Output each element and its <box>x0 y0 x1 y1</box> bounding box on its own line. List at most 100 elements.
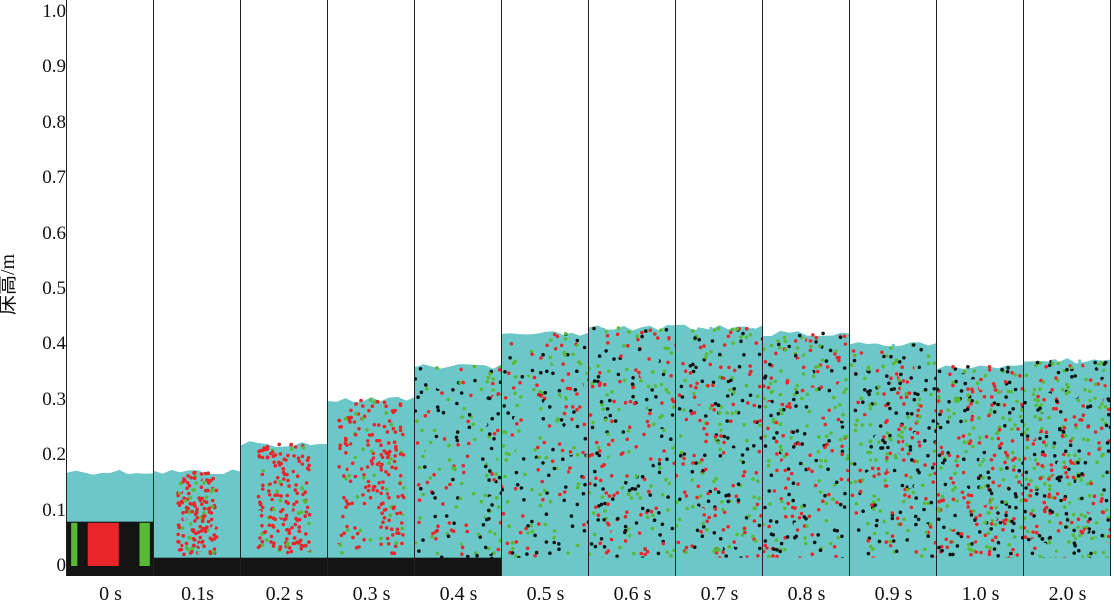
red-particle <box>1010 439 1015 443</box>
green-particle <box>1101 452 1105 457</box>
green-particle <box>1088 398 1092 403</box>
red-particle <box>396 495 400 499</box>
cyan-particle <box>695 505 699 510</box>
cyan-particle <box>789 494 794 499</box>
cyan-particle <box>1042 552 1047 557</box>
cyan-particle <box>306 547 311 552</box>
red-particle <box>295 474 300 479</box>
cyan-particle <box>956 509 961 514</box>
cyan-particle <box>939 402 943 406</box>
red-particle <box>987 368 992 372</box>
cyan-particle <box>847 466 849 470</box>
cyan-particle <box>948 388 952 393</box>
green-particle <box>186 547 190 552</box>
black-particle <box>502 487 505 492</box>
red-particle <box>444 486 448 490</box>
cyan-particle <box>786 361 791 366</box>
cyan-particle <box>863 540 867 544</box>
red-particle <box>202 499 207 504</box>
green-particle <box>446 397 451 402</box>
green-particle <box>1076 398 1081 403</box>
red-particle <box>339 425 344 429</box>
red-particle <box>990 403 994 407</box>
red-particle <box>1039 429 1043 434</box>
cyan-particle <box>893 376 898 380</box>
black-particle <box>902 356 906 360</box>
cyan-particle <box>636 422 641 427</box>
green-particle <box>488 529 492 534</box>
green-particle <box>510 541 515 545</box>
green-particle <box>866 450 870 455</box>
cyan-particle <box>671 498 675 502</box>
green-particle <box>779 369 783 373</box>
snapshot-panel <box>1024 0 1111 576</box>
cyan-particle <box>1096 391 1101 396</box>
cyan-particle <box>947 549 951 554</box>
red-particle <box>692 453 696 458</box>
green-particle <box>718 447 722 452</box>
y-tick-label: 0.1 <box>42 499 66 521</box>
cyan-particle <box>1087 509 1091 513</box>
red-particle <box>459 367 463 372</box>
black-particle <box>763 444 768 448</box>
black-particle <box>644 397 649 402</box>
red-particle <box>689 384 693 388</box>
cyan-particle <box>1093 538 1098 542</box>
red-particle <box>811 333 815 337</box>
black-particle <box>597 453 602 458</box>
cyan-particle <box>755 354 759 359</box>
black-particle <box>1008 551 1013 556</box>
cyan-particle <box>681 497 686 502</box>
black-particle <box>552 466 557 471</box>
red-particle <box>872 474 876 479</box>
black-particle <box>785 535 790 539</box>
red-particle <box>492 431 497 436</box>
cyan-particle <box>1045 527 1050 531</box>
cyan-particle <box>1071 525 1076 529</box>
green-particle <box>513 375 518 379</box>
cyan-particle <box>183 517 187 521</box>
black-particle <box>733 546 738 550</box>
red-particle <box>937 399 940 403</box>
cyan-particle <box>356 445 360 449</box>
red-particle <box>785 379 790 383</box>
green-particle <box>756 479 760 484</box>
green-particle <box>900 430 904 434</box>
green-particle <box>692 391 696 396</box>
black-particle <box>1038 406 1042 411</box>
cyan-particle <box>949 439 953 443</box>
cyan-particle <box>965 467 969 472</box>
black-particle <box>804 517 808 521</box>
green-particle <box>589 490 592 495</box>
red-particle <box>181 511 185 515</box>
cyan-particle <box>924 523 929 528</box>
red-particle <box>977 441 982 445</box>
green-particle <box>1062 460 1066 465</box>
black-particle <box>894 411 898 415</box>
black-particle <box>631 376 635 380</box>
black-particle <box>741 331 745 336</box>
red-particle <box>966 534 970 539</box>
cyan-particle <box>1038 483 1042 488</box>
y-tick-label: 0.6 <box>42 222 66 244</box>
cyan-particle <box>601 327 606 332</box>
red-particle <box>521 514 525 518</box>
bed-region <box>763 330 849 576</box>
cyan-particle <box>965 513 970 518</box>
green-particle <box>601 407 606 411</box>
red-particle <box>1011 458 1015 462</box>
red-particle <box>707 515 711 520</box>
green-particle <box>833 405 837 410</box>
green-particle <box>728 388 732 392</box>
black-particle <box>887 381 891 386</box>
red-particle <box>962 496 966 500</box>
cyan-particle <box>885 511 890 516</box>
green-particle <box>987 511 992 515</box>
red-particle <box>1061 452 1066 457</box>
red-particle <box>346 502 350 506</box>
red-particle <box>295 491 300 496</box>
cyan-particle <box>604 481 608 485</box>
green-particle <box>600 402 604 407</box>
red-particle <box>682 456 686 461</box>
green-particle <box>651 370 655 374</box>
